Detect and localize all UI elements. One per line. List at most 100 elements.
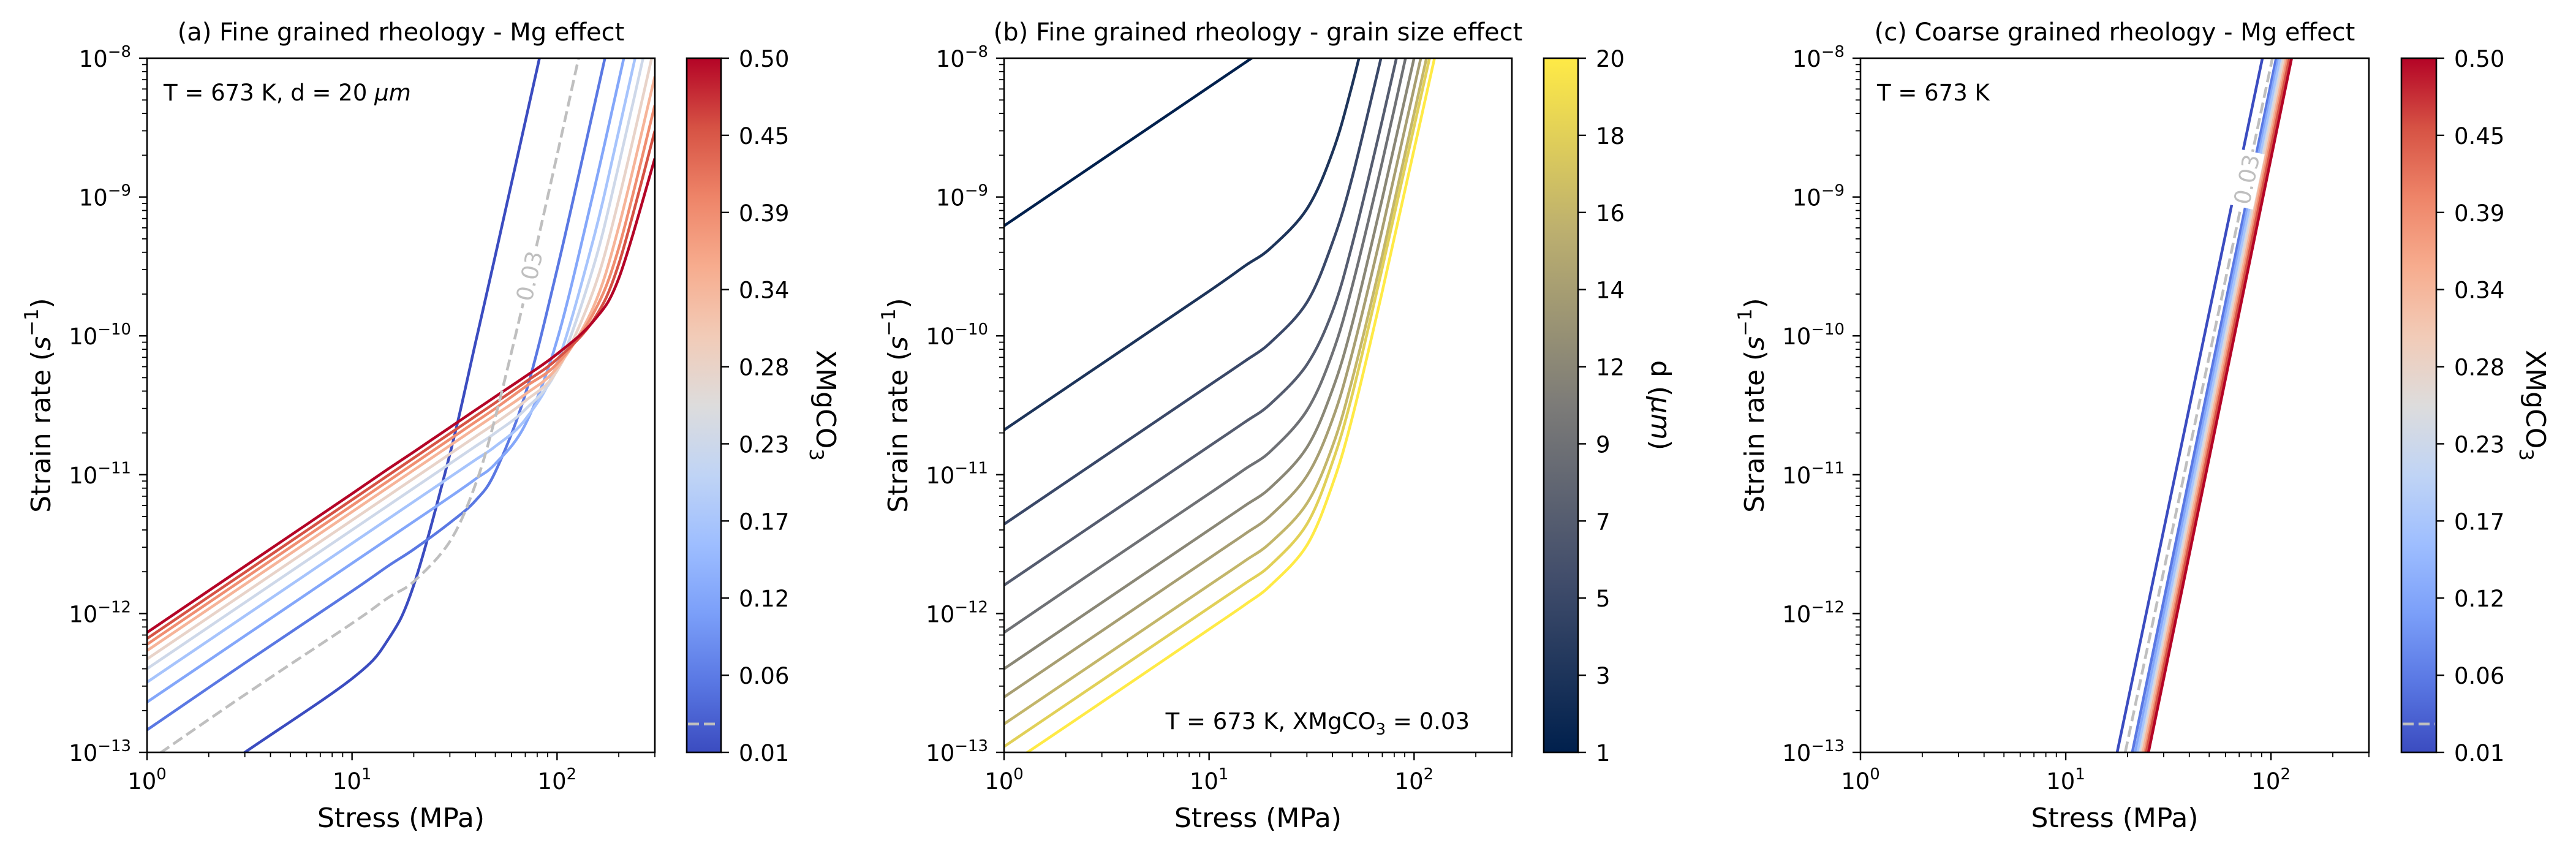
- y-axis-label: Strain rate (s−1): [878, 298, 914, 512]
- colorbar-frame: [686, 57, 722, 754]
- colorbar-tick-label: 3: [1596, 663, 1611, 689]
- colorbar-tick-label: 0.39: [739, 200, 789, 227]
- y-tick-label: 10−10: [1782, 320, 1845, 350]
- tick-exponent: −12: [97, 598, 131, 616]
- annotation-part: μm: [374, 80, 411, 106]
- series-line-0_5: [2147, 58, 2294, 752]
- tick-base: 10: [1395, 768, 1424, 795]
- colorbar-frame: [2400, 57, 2438, 754]
- y-tick-label: 10−13: [69, 737, 131, 766]
- x-tick-label: 100: [1841, 765, 1880, 795]
- colorbar-tick-label: 20: [1596, 46, 1625, 72]
- series-line-0_12: [2134, 58, 2280, 752]
- colorbar-tick-label: 9: [1596, 431, 1611, 458]
- tick-base: 10: [333, 768, 361, 795]
- x-tick-label: 102: [2251, 765, 2291, 795]
- colorbar: 1 3 5 7 9 12 14 16 18 20 d (μm): [1543, 46, 1676, 766]
- tick-exponent: −9: [1821, 182, 1845, 200]
- x-axis-label: Stress (MPa): [317, 803, 485, 834]
- series-line-0_45: [147, 130, 655, 640]
- tick-base: 10: [936, 185, 965, 211]
- plot-area: [2115, 58, 2294, 752]
- tick-exponent: 1: [361, 765, 371, 784]
- colorbar-frame: [1543, 57, 1579, 754]
- tick-exponent: 1: [1218, 765, 1228, 784]
- tick-base: 10: [69, 601, 97, 627]
- colorbar-label-part: XMgCO: [2520, 350, 2551, 448]
- tick-exponent: −11: [97, 460, 131, 478]
- series-line-5_22: [1004, 58, 1383, 526]
- series-line-0_34: [147, 76, 655, 652]
- series-line-17_89: [1004, 58, 1431, 748]
- annotation-part: T = 673 K, d = 20: [163, 80, 374, 106]
- tick-base: 10: [1782, 601, 1811, 627]
- x-tick-label: 100: [127, 765, 167, 795]
- x-tick-label: 101: [1190, 765, 1229, 795]
- panel-title: (a) Fine grained rheology - Mg effect: [178, 18, 625, 47]
- x-axis-label: Stress (MPa): [1174, 803, 1342, 834]
- colorbar-tick-label: 0.01: [2454, 740, 2504, 766]
- series-line-0_03: [2123, 58, 2274, 752]
- series-line-0_28: [2140, 58, 2286, 752]
- colorbar-tick-label: 18: [1596, 123, 1625, 149]
- axes-frame: [146, 57, 656, 754]
- x-tick-label: 101: [333, 765, 372, 795]
- colorbar-label-part: ): [1645, 440, 1676, 450]
- y-axis-label-part: Strain rate (: [26, 350, 57, 513]
- tick-exponent: −8: [1821, 43, 1845, 61]
- series-line-0_01: [2115, 58, 2264, 752]
- tick-exponent: −12: [1811, 598, 1845, 616]
- series-line-15_78: [1004, 58, 1428, 725]
- series-line-1: [1004, 58, 1255, 227]
- tick-base: 10: [984, 768, 1013, 795]
- series-line-0_5: [147, 157, 655, 634]
- annotation-part: = 0.03: [1386, 708, 1470, 735]
- y-tick-label: 10−12: [69, 598, 131, 627]
- annotation: T = 673 K, XMgCO3 = 0.03: [1165, 708, 1470, 739]
- colorbar-tick-label: 0.17: [2454, 509, 2504, 535]
- tick-base: 10: [926, 463, 954, 489]
- tick-base: 10: [1782, 740, 1811, 766]
- tick-exponent: −9: [108, 182, 131, 200]
- tick-exponent: 0: [1870, 765, 1879, 784]
- y-axis-label-part: ): [26, 298, 57, 308]
- colorbar-label: XMgCO3: [805, 350, 841, 461]
- y-axis-label-part: −1: [878, 308, 900, 336]
- colorbar-tick-label: 0.45: [2454, 123, 2504, 149]
- series-line-11_56: [1004, 58, 1416, 670]
- tick-exponent: −10: [1811, 320, 1845, 339]
- plot-area: [1004, 58, 1436, 752]
- tick-base: 10: [79, 46, 108, 72]
- tick-exponent: −9: [965, 182, 988, 200]
- tick-base: 10: [1782, 323, 1811, 350]
- series-line-20: [1025, 58, 1436, 752]
- series-line-0_03: [159, 58, 580, 752]
- colorbar-tick-label: 0.23: [739, 431, 789, 458]
- tick-base: 10: [1841, 768, 1870, 795]
- y-axis-label-part: s: [1739, 336, 1770, 350]
- annotation: T = 673 K: [1876, 80, 1991, 106]
- y-tick-label: 10−9: [79, 182, 131, 211]
- y-tick-label: 10−13: [1782, 737, 1845, 766]
- y-axis-label-part: −1: [21, 308, 43, 336]
- colorbar-tick-label: 0.12: [739, 586, 789, 612]
- x-tick-label: 102: [1395, 765, 1434, 795]
- series-line-0_39: [2144, 58, 2289, 752]
- colorbar-label: XMgCO3: [2515, 350, 2551, 461]
- tick-exponent: −8: [108, 43, 131, 61]
- tick-base: 10: [1190, 768, 1218, 795]
- colorbar-gradient: [687, 58, 721, 752]
- y-axis-label-part: Strain rate (: [883, 350, 914, 513]
- series-line-0_17: [2136, 58, 2282, 752]
- colorbar-tick-label: 0.12: [2454, 586, 2504, 612]
- series-line-0_06: [2131, 58, 2278, 752]
- series-line-0_39: [147, 104, 655, 646]
- tick-base: 10: [1782, 463, 1811, 489]
- tick-base: 10: [926, 323, 954, 350]
- tick-base: 10: [926, 601, 954, 627]
- y-tick-label: 10−9: [1792, 182, 1845, 211]
- y-tick-label: 10−11: [926, 460, 988, 489]
- y-axis-label-part: s: [883, 336, 914, 350]
